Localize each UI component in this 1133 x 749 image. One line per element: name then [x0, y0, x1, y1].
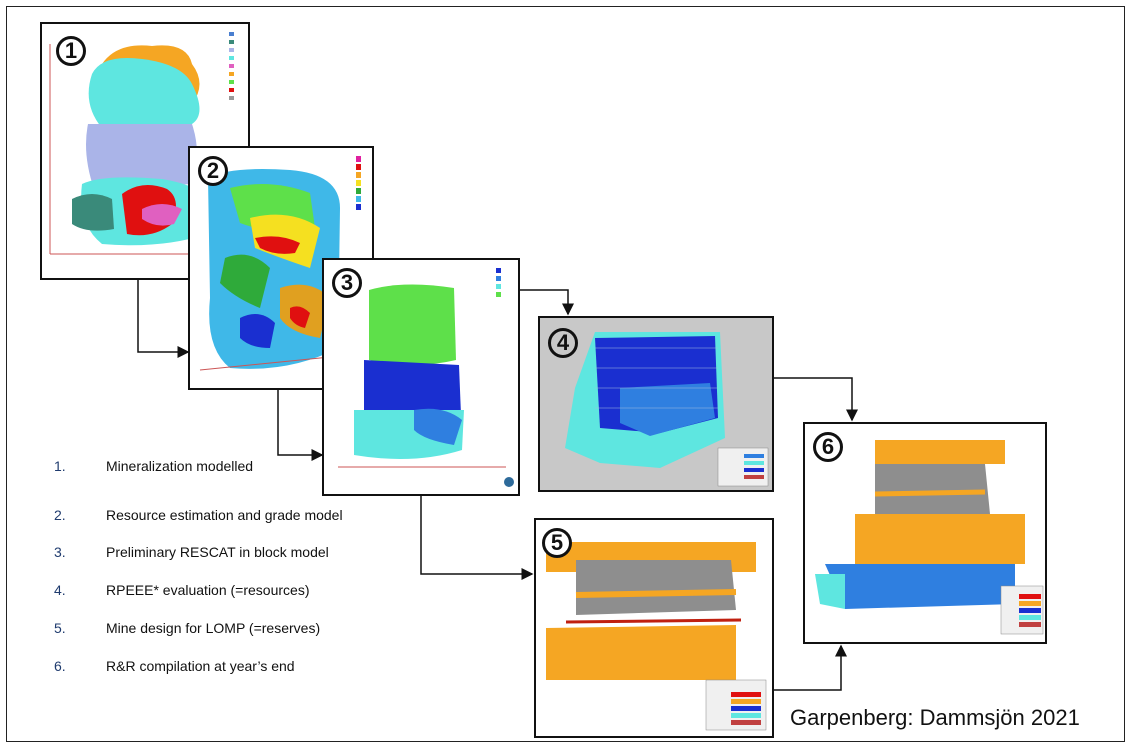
- step-6-text: R&R compilation at year’s end: [106, 658, 295, 674]
- step-5-number: 5.: [54, 620, 66, 636]
- step-4-text: RPEEE* evaluation (=resources): [106, 582, 310, 598]
- step-5-text: Mine design for LOMP (=reserves): [106, 620, 321, 636]
- step-3-text: Preliminary RESCAT in block model: [106, 544, 329, 560]
- step-1-text: Mineralization modelled: [106, 458, 254, 474]
- panel-5-mine-design: 5: [534, 518, 774, 738]
- rpeee-evaluation-image: [540, 318, 772, 490]
- footer-caption: Garpenberg: Dammsjön 2021: [790, 705, 1080, 730]
- step-6-number: 6.: [54, 658, 66, 674]
- step-1-number: 1.: [54, 458, 66, 474]
- panel-3-number-badge: 3: [332, 268, 362, 298]
- panel-3-rescat-block-model: 3: [322, 258, 520, 496]
- step-2-number: 2.: [54, 507, 66, 523]
- step-2-text: Resource estimation and grade model: [106, 507, 343, 523]
- panel-4-number-badge: 4: [548, 328, 578, 358]
- panel-2-number-badge: 2: [198, 156, 228, 186]
- rescat-block-model-image: [338, 264, 514, 487]
- step-4-number: 4.: [54, 582, 66, 598]
- step-3-number: 3.: [54, 544, 66, 560]
- panel-5-number-badge: 5: [542, 528, 572, 558]
- mine-design-image: [546, 542, 767, 731]
- grade-model-image: [199, 154, 371, 371]
- slide-frame: [6, 6, 1125, 742]
- panel-6-rr-compilation: 6: [803, 422, 1047, 644]
- rr-compilation-image: [815, 440, 1044, 635]
- panel-4-rpeee-evaluation: 4: [538, 316, 774, 492]
- panel-1-number-badge: 1: [56, 36, 86, 66]
- panel-6-number-badge: 6: [813, 432, 843, 462]
